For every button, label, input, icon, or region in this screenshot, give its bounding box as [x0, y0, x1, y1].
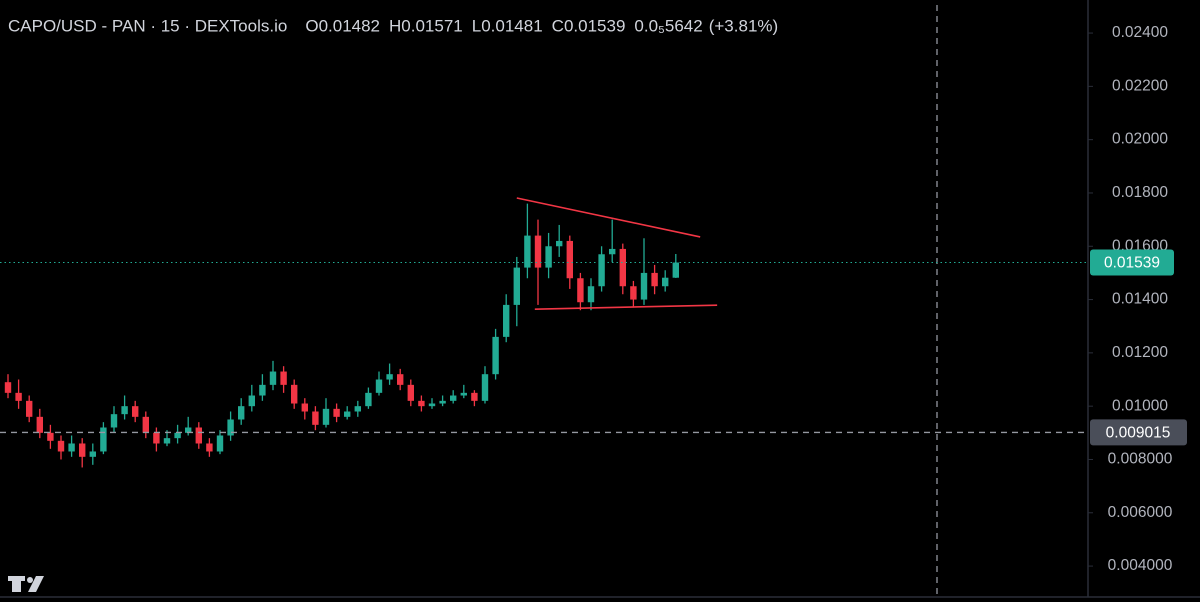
y-tick-label: 0.01200	[1112, 344, 1168, 361]
candle-body	[248, 395, 255, 407]
candle-body	[587, 286, 595, 303]
ohlc-label: H	[389, 16, 401, 35]
candle-body	[227, 419, 234, 436]
candle-body	[174, 432, 181, 439]
y-tick-label: 0.01400	[1112, 291, 1168, 308]
price-axis: 0.024000.022000.020000.018000.016000.014…	[1088, 24, 1187, 574]
candle-body	[344, 411, 351, 417]
trend-line	[516, 197, 701, 238]
tv-logo	[8, 576, 44, 592]
candle-body	[89, 451, 96, 457]
candle-body	[79, 443, 86, 457]
candle-body	[556, 240, 563, 247]
candle-body	[163, 438, 171, 444]
ohlc-label: L	[472, 16, 481, 35]
candle-body	[132, 406, 139, 417]
candle-body	[354, 406, 361, 412]
change-text: (+3.81%)	[709, 16, 778, 35]
candle-body	[397, 374, 404, 385]
marks	[0, 197, 1088, 468]
candle-body	[291, 384, 298, 404]
candle-body	[598, 254, 605, 287]
candle-body	[503, 304, 510, 337]
ohlc-value: 0.01481	[481, 16, 542, 35]
y-tick-label: 0.006000	[1108, 504, 1173, 521]
candle-body	[418, 400, 425, 407]
candle-body	[238, 406, 245, 420]
candle-body	[322, 408, 330, 425]
candle-body	[577, 278, 584, 303]
y-tick-label: 0.008000	[1108, 451, 1173, 468]
candle-body	[100, 427, 107, 452]
candle-body	[428, 403, 436, 407]
candle-body	[662, 277, 669, 287]
candle-body	[312, 411, 319, 425]
last-price-label: 0.01539	[1104, 255, 1160, 272]
y-tick-label: 0.02000	[1112, 131, 1168, 148]
candle-body	[57, 440, 65, 452]
ohlc-label: C	[552, 16, 564, 35]
candle-body	[566, 240, 573, 279]
candle-body	[450, 395, 457, 401]
ohlc-value: 0.01482	[319, 16, 380, 35]
candle-body	[15, 392, 22, 401]
candle-body	[524, 235, 531, 268]
candle-body	[651, 272, 658, 287]
ohlc-value: 0.01539	[564, 16, 625, 35]
candle-body	[269, 371, 277, 385]
candle-body	[110, 414, 118, 428]
candle-body	[121, 406, 128, 415]
candle-body	[609, 248, 616, 255]
candle-body	[386, 374, 393, 380]
header: CAPO/USD - PAN · 15 · DEXTools.io O 0.014…	[8, 16, 778, 35]
candle-body	[26, 400, 33, 417]
y-tick-label: 0.01800	[1112, 184, 1168, 201]
y-tick-label: 0.01000	[1112, 397, 1168, 414]
candle-body	[206, 443, 213, 452]
candle-body	[471, 392, 478, 401]
candle-body	[513, 267, 520, 305]
candle-body	[365, 392, 372, 407]
y-tick-label: 0.02200	[1112, 77, 1168, 94]
trend-line	[534, 304, 718, 310]
candle-body	[68, 443, 75, 452]
candle-body	[375, 379, 383, 393]
candle-body	[534, 235, 542, 268]
candle-body	[460, 392, 467, 396]
ohlc-value: 0.01571	[401, 16, 462, 35]
candle-body	[301, 403, 308, 412]
candle-body	[672, 262, 679, 278]
candle-body	[545, 246, 552, 268]
candle-body	[4, 382, 12, 393]
candle-body	[142, 416, 149, 433]
candle-body	[407, 384, 414, 401]
candle-body	[640, 272, 648, 300]
candle-body	[492, 336, 499, 375]
candle-body	[153, 432, 160, 444]
candle-body	[36, 416, 43, 433]
candle-body	[216, 435, 224, 452]
volume-text: 0.0₅5642	[634, 16, 702, 35]
candle-body	[481, 374, 489, 401]
candle-body	[333, 408, 340, 417]
chart-title: CAPO/USD - PAN · 15 · DEXTools.io	[8, 16, 287, 35]
crosshair-price-box	[1090, 419, 1187, 446]
crosshair-price-label: 0.009015	[1106, 425, 1171, 442]
candle-body	[280, 371, 287, 385]
candle-body	[185, 427, 192, 433]
candle-body	[619, 248, 626, 287]
y-tick-label: 0.004000	[1108, 557, 1173, 574]
candle-body	[439, 400, 446, 404]
candle-body	[259, 384, 266, 396]
candle-body	[47, 432, 54, 441]
y-tick-label: 0.02400	[1112, 24, 1168, 41]
last-price-box	[1090, 249, 1174, 276]
candle-body	[630, 286, 637, 300]
ohlc-label: O	[305, 16, 318, 35]
candle-body	[195, 427, 202, 444]
